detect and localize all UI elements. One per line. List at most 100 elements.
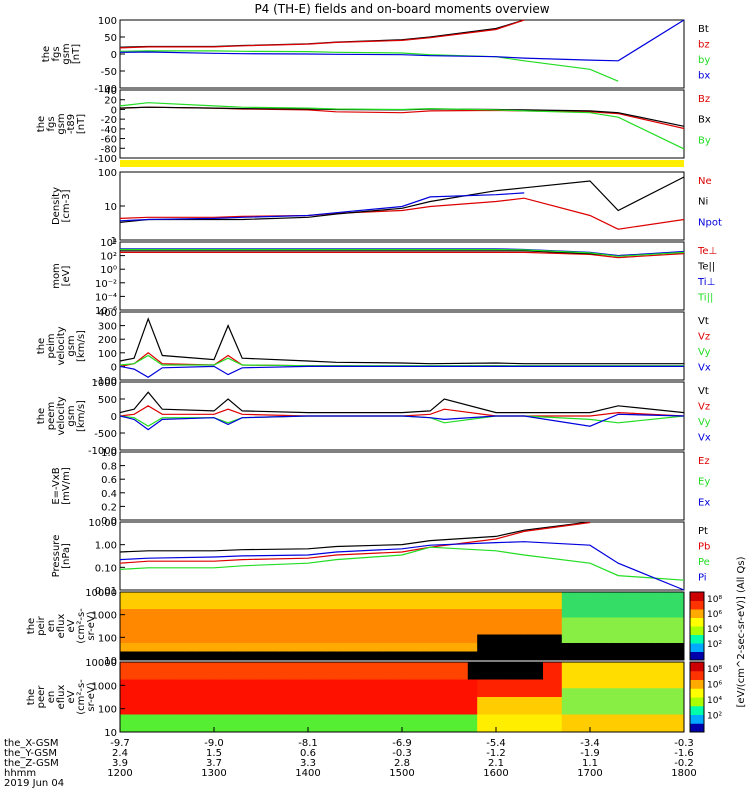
heatmap-cell: [317, 662, 328, 672]
y-tick-label: 100: [98, 349, 117, 360]
y-axis-label: -t89: [66, 114, 77, 134]
x-row-value: -1.9: [580, 748, 600, 759]
heatmap-cell: [561, 679, 572, 689]
heatmap-cell: [430, 662, 441, 672]
heatmap-cell: [167, 679, 177, 689]
heatmap-cell: [571, 626, 582, 635]
heatmap-cell: [345, 600, 356, 610]
heatmap-cell: [533, 643, 544, 652]
heatmap-cell: [392, 643, 403, 652]
heatmap-cell: [637, 643, 647, 652]
heatmap-cell: [251, 670, 262, 680]
heatmap-cell: [590, 688, 600, 698]
heatmap-cell: [242, 714, 253, 724]
heatmap-cell: [618, 592, 629, 601]
heatmap-cell: [129, 609, 140, 618]
heatmap-cell: [392, 679, 403, 689]
heatmap-cell: [458, 643, 469, 652]
heatmap-cell: [120, 651, 130, 661]
heatmap-cell: [336, 697, 347, 707]
heatmap-cell: [505, 634, 516, 644]
heatmap-cell: [157, 592, 168, 601]
legend-entry: Pt: [698, 526, 708, 537]
heatmap-cell: [232, 634, 243, 644]
heatmap-cell: [496, 634, 506, 644]
panel-peer-en-eflux: 10⁸ 10⁶ 10⁴ 10² 10000 1000 100 10 the peer en eflux…: [26, 658, 722, 739]
y-tick-label: 0: [111, 50, 117, 61]
heatmap-cell: [223, 705, 234, 715]
y-axis-label: the: [41, 46, 52, 62]
heatmap-cell: [402, 617, 412, 627]
legend-entry: Vz: [698, 332, 710, 343]
heatmap-cell: [655, 705, 666, 715]
heatmap-cell: [618, 643, 629, 652]
heatmap-cell: [392, 617, 403, 627]
heatmap-cell: [439, 723, 450, 733]
heatmap-cell: [308, 679, 318, 689]
y-tick-label: -100: [94, 376, 117, 387]
y-tick-label: 0: [111, 105, 117, 116]
heatmap-cell: [289, 617, 300, 627]
heatmap-cell: [655, 592, 666, 601]
heatmap-cell: [618, 626, 629, 635]
heatmap-cell: [430, 626, 441, 635]
heatmap-cell: [148, 714, 159, 724]
heatmap-cell: [167, 662, 177, 672]
heatmap-cell: [383, 697, 394, 707]
y-axis-label: the: [26, 689, 37, 705]
heatmap-cell: [496, 688, 506, 698]
heatmap-cell: [129, 697, 140, 707]
heatmap-cell: [590, 592, 600, 601]
heatmap-cell: [373, 697, 384, 707]
heatmap-cell: [195, 662, 206, 672]
heatmap-cell: [308, 626, 318, 635]
heatmap-cell: [270, 643, 281, 652]
heatmap-cell: [449, 723, 459, 733]
heatmap-cell: [655, 609, 666, 618]
heatmap-cell: [232, 617, 243, 627]
heatmap-cell: [261, 679, 271, 689]
y-axis-label: velocity: [56, 326, 67, 365]
heatmap-cell: [261, 643, 271, 652]
heatmap-cell: [665, 634, 676, 644]
heatmap-cell: [345, 662, 356, 672]
heatmap-cell: [195, 600, 206, 610]
heatmap-cell: [458, 723, 469, 733]
heatmap-cell: [308, 662, 318, 672]
heatmap-cell: [665, 609, 676, 618]
y-tick-label: 10: [104, 656, 117, 667]
colorbar-tick-label: 10⁸: [707, 595, 722, 605]
y-tick-label: 10⁴: [100, 238, 117, 249]
heatmap-cell: [449, 600, 459, 610]
heatmap-cell: [138, 697, 149, 707]
heatmap-cell: [326, 617, 337, 627]
heatmap-cell: [242, 592, 253, 601]
x-date-label: 2019 Jun 04: [4, 778, 64, 789]
heatmap-cell: [185, 662, 196, 672]
heatmap-cell: [467, 634, 478, 644]
y-tick-label: 40: [104, 86, 117, 97]
heatmap-cell: [674, 679, 685, 689]
heatmap-cell: [214, 643, 224, 652]
heatmap-cell: [665, 617, 676, 627]
heatmap-cell: [232, 679, 243, 689]
panel-frame: [119, 451, 685, 521]
heatmap-cell: [120, 626, 130, 635]
heatmap-cell: [355, 697, 365, 707]
heatmap-cell: [261, 705, 271, 715]
legend-entry: Bx: [698, 115, 711, 126]
heatmap-cell: [646, 617, 657, 627]
y-tick-label: -500: [94, 429, 117, 440]
heatmap-cell: [129, 626, 140, 635]
heatmap-cell: [458, 679, 469, 689]
heatmap-cell: [383, 626, 394, 635]
heatmap-cell: [646, 705, 657, 715]
heatmap-cell: [618, 617, 629, 627]
y-tick-label: 0.2: [101, 502, 117, 513]
heatmap-cell: [251, 705, 262, 715]
heatmap-cell: [402, 723, 412, 733]
heatmap-cell: [120, 609, 130, 618]
heatmap-cell: [129, 651, 140, 661]
heatmap-cell: [129, 705, 140, 715]
